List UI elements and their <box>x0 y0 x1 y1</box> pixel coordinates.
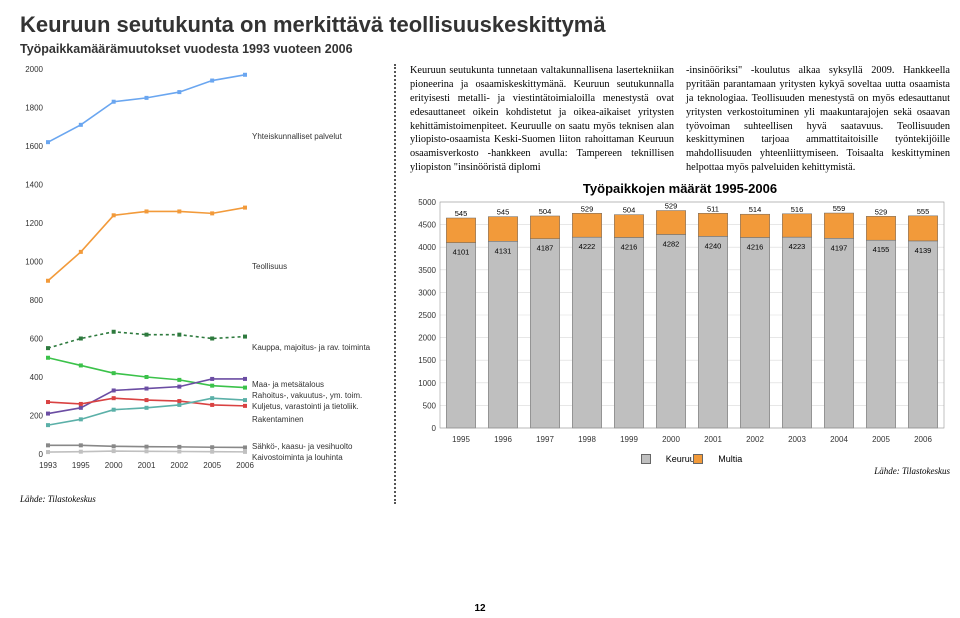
svg-text:529: 529 <box>665 202 678 211</box>
svg-text:1998: 1998 <box>578 435 596 444</box>
svg-text:1800: 1800 <box>25 104 43 113</box>
series-label: Rahoitus-, vakuutus-, ym. toim. <box>252 391 362 400</box>
bar-chart-title: Työpaikkojen määrät 1995-2006 <box>410 181 950 196</box>
bar-chart-container: 0 500 1000 1500 2000 2500 3000 3500 4000 4500 5000… <box>410 198 950 476</box>
svg-text:2000: 2000 <box>105 461 123 470</box>
svg-text:4187: 4187 <box>537 244 554 253</box>
svg-text:504: 504 <box>539 207 552 216</box>
svg-text:800: 800 <box>30 296 44 305</box>
svg-text:4282: 4282 <box>663 240 680 249</box>
series-label: Kauppa, majoitus- ja rav. toiminta <box>252 343 370 352</box>
svg-text:2004: 2004 <box>830 435 848 444</box>
svg-text:2001: 2001 <box>704 435 722 444</box>
svg-text:514: 514 <box>749 205 762 214</box>
svg-text:4101: 4101 <box>453 248 470 257</box>
bar-chart: 0 500 1000 1500 2000 2500 3000 3500 4000 4500 5000… <box>410 198 950 446</box>
series-label: Rakentaminen <box>252 415 304 424</box>
main-layout: 0 200 400 600 800 1000 1200 1400 1600 1800 2000 199… <box>20 64 940 504</box>
svg-text:200: 200 <box>30 412 44 421</box>
svg-text:4139: 4139 <box>915 246 932 255</box>
legend-label-multia: Multia <box>718 454 728 464</box>
svg-text:2000: 2000 <box>662 435 680 444</box>
svg-text:2500: 2500 <box>418 311 436 320</box>
svg-text:4197: 4197 <box>831 243 848 252</box>
svg-text:2001: 2001 <box>138 461 156 470</box>
bar-footer: Lähde: Tilastokeskus <box>410 466 950 476</box>
svg-text:4223: 4223 <box>789 242 806 251</box>
svg-text:504: 504 <box>623 206 636 215</box>
svg-text:1000: 1000 <box>25 258 43 267</box>
svg-text:1600: 1600 <box>25 142 43 151</box>
svg-text:2000: 2000 <box>418 334 436 343</box>
svg-text:529: 529 <box>875 207 888 216</box>
bar-legend: Keuruu Multia <box>410 453 950 464</box>
svg-text:500: 500 <box>423 402 437 411</box>
svg-text:545: 545 <box>497 208 510 217</box>
svg-text:4216: 4216 <box>621 243 638 252</box>
svg-text:511: 511 <box>707 204 719 213</box>
svg-text:4500: 4500 <box>418 221 436 230</box>
page-number: 12 <box>474 603 485 614</box>
svg-text:1500: 1500 <box>418 356 436 365</box>
svg-text:1999: 1999 <box>620 435 638 444</box>
svg-text:3500: 3500 <box>418 266 436 275</box>
svg-text:559: 559 <box>833 204 846 213</box>
series-label: Kuljetus, varastointi ja tietoliik. <box>252 402 359 411</box>
series-label: Teollisuus <box>252 262 287 271</box>
svg-text:529: 529 <box>581 204 594 213</box>
page-subtitle: Työpaikkamäärämuutokset vuodesta 1993 vu… <box>20 42 940 56</box>
series-label: Maa- ja metsätalous <box>252 380 324 389</box>
svg-text:0: 0 <box>432 424 437 433</box>
svg-text:516: 516 <box>791 205 804 214</box>
svg-text:2002: 2002 <box>746 435 764 444</box>
svg-text:2005: 2005 <box>872 435 890 444</box>
svg-text:4155: 4155 <box>873 245 890 254</box>
svg-text:1995: 1995 <box>452 435 470 444</box>
body-text: Keuruun seutukunta tunnetaan valtakunnal… <box>410 64 950 175</box>
svg-text:1996: 1996 <box>494 435 512 444</box>
svg-text:3000: 3000 <box>418 289 436 298</box>
series-label: Sähkö-, kaasu- ja vesihuolto <box>252 442 353 451</box>
svg-text:4240: 4240 <box>705 241 722 250</box>
source-left: Lähde: Tilastokeskus <box>20 494 380 504</box>
svg-text:4216: 4216 <box>747 243 764 252</box>
svg-text:2000: 2000 <box>25 65 43 74</box>
svg-text:1993: 1993 <box>39 461 57 470</box>
page-title: Keuruun seutukunta on merkittävä teollis… <box>20 12 940 38</box>
svg-text:4131: 4131 <box>495 246 512 255</box>
svg-text:2002: 2002 <box>170 461 188 470</box>
svg-text:555: 555 <box>917 207 930 216</box>
svg-text:545: 545 <box>455 209 468 218</box>
svg-text:2003: 2003 <box>788 435 806 444</box>
svg-text:400: 400 <box>30 373 44 382</box>
right-column: Keuruun seutukunta tunnetaan valtakunnal… <box>394 64 950 504</box>
legend-label-keuruu: Keuruu <box>666 454 676 464</box>
series-label: Kaivostoiminta ja louhinta <box>252 453 343 462</box>
svg-text:2006: 2006 <box>236 461 254 470</box>
svg-text:2005: 2005 <box>203 461 221 470</box>
svg-text:1000: 1000 <box>418 379 436 388</box>
svg-text:1200: 1200 <box>25 219 43 228</box>
svg-text:2006: 2006 <box>914 435 932 444</box>
svg-text:5000: 5000 <box>418 198 436 207</box>
body-col-2: -insinööriksi" -koulutus alkaa syksyllä … <box>686 64 950 175</box>
svg-text:0: 0 <box>39 450 44 459</box>
line-chart-container: 0 200 400 600 800 1000 1200 1400 1600 1800 2000 199… <box>20 64 380 494</box>
svg-text:1995: 1995 <box>72 461 90 470</box>
left-column: 0 200 400 600 800 1000 1200 1400 1600 1800 2000 199… <box>20 64 380 504</box>
svg-text:600: 600 <box>30 335 44 344</box>
legend-swatch-multia <box>693 454 703 464</box>
source-right: Lähde: Tilastokeskus <box>874 466 950 476</box>
svg-text:1997: 1997 <box>536 435 554 444</box>
series-label: Yhteiskunnalliset palvelut <box>252 132 342 141</box>
svg-text:1400: 1400 <box>25 181 43 190</box>
legend-swatch-keuruu <box>641 454 651 464</box>
svg-text:4000: 4000 <box>418 243 436 252</box>
svg-text:4222: 4222 <box>579 242 596 251</box>
body-col-1: Keuruun seutukunta tunnetaan valtakunnal… <box>410 64 674 175</box>
